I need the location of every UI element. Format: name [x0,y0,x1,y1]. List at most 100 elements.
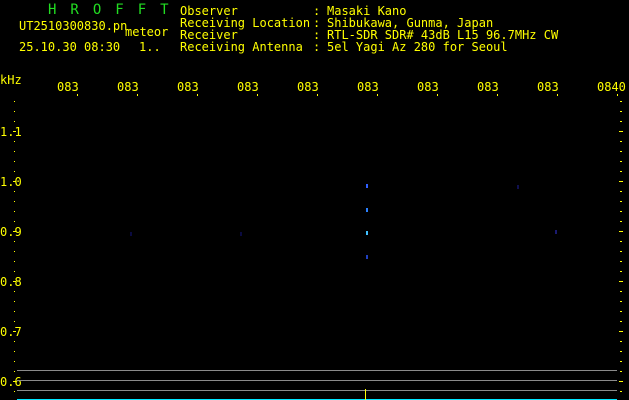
meteor-echo [366,184,368,188]
y-minor-tick [14,371,15,372]
reference-line [17,370,617,371]
y-major-tick-right [619,231,623,232]
y-minor-tick [14,141,15,142]
y-minor-tick-right [620,291,622,292]
field-separator: : [313,16,321,30]
y-minor-tick-right [620,161,622,162]
time-label: 0833 [177,80,199,94]
y-major-tick [13,381,16,382]
y-major-tick [13,131,16,132]
time-tick [377,94,378,96]
y-major-tick-right [619,181,623,182]
y-minor-tick-right [620,211,622,212]
reference-line [17,390,617,391]
y-tick-label: 0.9 [0,225,22,239]
reference-line [17,380,617,381]
y-minor-tick [14,351,15,352]
y-minor-tick-right [620,221,622,222]
time-tick [497,94,498,96]
y-unit-label: kHz [0,73,22,87]
y-major-tick [13,281,16,282]
y-major-tick-right [619,381,623,382]
field-label: Receiver [180,28,238,42]
y-minor-tick [14,121,15,122]
y-minor-tick [14,241,15,242]
meteor-echo [555,230,557,234]
y-minor-tick-right [620,141,622,142]
time-label: 0834 [237,80,259,94]
y-minor-tick [14,171,15,172]
y-minor-tick [14,211,15,212]
y-minor-tick-right [620,191,622,192]
y-minor-tick [14,291,15,292]
y-minor-tick [14,391,15,392]
time-marker [365,389,366,400]
time-label: 0838 [477,80,499,94]
y-minor-tick-right [620,271,622,272]
y-minor-tick-right [620,321,622,322]
y-minor-tick-right [620,151,622,152]
y-minor-tick-right [620,311,622,312]
meteor-echo [366,255,368,259]
y-tick-label: 1.0 [0,175,22,189]
field-label: Observer [180,4,238,18]
y-minor-tick [14,341,15,342]
y-minor-tick [14,321,15,322]
y-minor-tick-right [620,201,622,202]
y-minor-tick-right [620,121,622,122]
y-tick-label: 1.1 [0,125,22,139]
meteor-echo [130,232,132,236]
y-minor-tick [14,191,15,192]
time-tick [437,94,438,96]
time-tick [197,94,198,96]
time-label: 0831 [57,80,79,94]
meteor-echo [366,208,368,212]
time-label: 0832 [117,80,139,94]
field-separator: : [313,28,321,42]
field-value: Masaki Kano [327,4,407,18]
y-minor-tick-right [620,371,622,372]
time-tick [137,94,138,96]
y-minor-tick [14,261,15,262]
time-label: 0837 [417,80,439,94]
y-major-tick-right [619,281,623,282]
y-minor-tick [14,271,15,272]
field-value: Shibukawa, Gunma, Japan [327,16,494,30]
y-tick-label: 0.8 [0,275,22,289]
meteor-echo [517,185,519,189]
time-tick [317,94,318,96]
field-label: Receiving Location [180,16,311,30]
y-minor-tick [14,221,15,222]
y-minor-tick-right [620,101,622,102]
time-tick [257,94,258,96]
counter: 1.. [139,40,161,54]
y-minor-tick-right [620,241,622,242]
filename: UT2510300830.pn [19,19,128,33]
y-major-tick-right [619,331,623,332]
y-tick-label: 0.7 [0,325,22,339]
y-minor-tick [14,201,15,202]
mode-label: meteor [125,25,169,39]
y-minor-tick [14,151,15,152]
y-major-tick [13,181,16,182]
y-major-tick [13,331,16,332]
field-label: Receiving Antenna [180,40,303,54]
y-minor-tick [14,251,15,252]
y-major-tick-right [619,131,623,132]
field-value: RTL-SDR SDR# 43dB L15 96.7MHz CW [327,28,559,42]
meteor-echo [240,232,242,236]
y-minor-tick [14,301,15,302]
y-minor-tick [14,311,15,312]
time-label: 0836 [357,80,379,94]
time-label: 0839 [537,80,559,94]
y-minor-tick-right [620,361,622,362]
y-minor-tick [14,101,15,102]
y-minor-tick-right [620,351,622,352]
y-minor-tick [14,361,15,362]
y-tick-label: 0.6 [0,375,22,389]
y-major-tick [13,231,16,232]
time-tick [617,94,618,96]
y-minor-tick-right [620,261,622,262]
y-minor-tick-right [620,341,622,342]
field-value: 5el Yagi Az 280 for Seoul [327,40,508,54]
